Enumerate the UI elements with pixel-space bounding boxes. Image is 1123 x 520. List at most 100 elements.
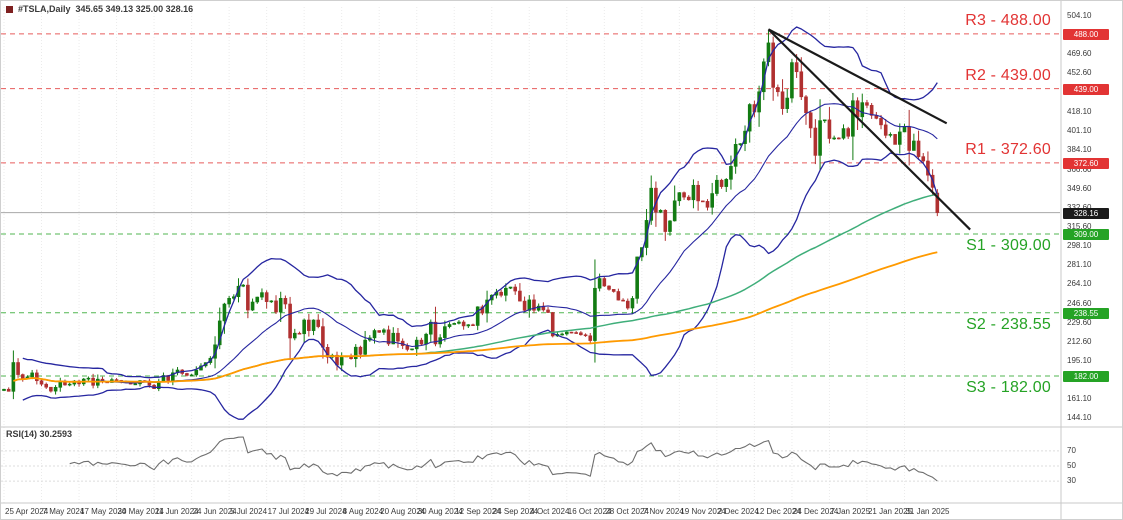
price-axis-tick: 195.10 xyxy=(1067,356,1092,366)
candle-body xyxy=(30,372,34,378)
candle-body xyxy=(579,332,583,336)
rsi-indicator-label: RSI(14) 30.2593 xyxy=(6,429,73,439)
candle-body xyxy=(597,278,602,289)
price-axis-tick: 264.10 xyxy=(1067,279,1092,289)
chart-header: #TSLA,Daily 345.65 349.13 325.00 328.16 xyxy=(6,4,193,14)
candle-body xyxy=(171,372,175,381)
candle-body xyxy=(658,210,663,213)
candle-body xyxy=(39,380,44,385)
date-axis-tick: 30 Aug 2024 xyxy=(417,507,463,516)
date-axis-tick: 19 Nov 2024 xyxy=(680,507,726,516)
trendline-2 xyxy=(767,28,971,231)
candle-body xyxy=(832,137,836,140)
candle-body xyxy=(86,377,91,380)
candle-body xyxy=(607,285,611,290)
candle-body xyxy=(518,290,522,302)
candle-body xyxy=(302,319,306,335)
candle-body xyxy=(672,200,677,222)
price-tag-r3: 488.00 xyxy=(1063,28,1109,40)
candle-body xyxy=(246,284,250,311)
candle-body xyxy=(888,134,893,136)
date-axis-tick: 24 Dec 2024 xyxy=(792,507,839,516)
candle-body xyxy=(288,303,292,339)
date-axis-tick: 2 Dec 2024 xyxy=(717,507,759,516)
bollinger-middle-band xyxy=(22,103,938,384)
bollinger-upper-band xyxy=(22,26,938,379)
candle-body xyxy=(705,201,710,208)
date-axis-tick: 7 Nov 2024 xyxy=(642,507,684,516)
price-axis-tick: 298.10 xyxy=(1067,241,1092,251)
date-axis-tick: 7 Jan 2025 xyxy=(830,507,871,516)
candle-body xyxy=(67,383,72,386)
candle-body xyxy=(860,102,865,118)
candle-body xyxy=(813,127,818,156)
level-label-r2: R2 - 439.00 xyxy=(965,66,1051,84)
candle-body xyxy=(822,119,827,122)
current-price-tag: 328.16 xyxy=(1063,207,1109,219)
candle-body xyxy=(485,299,489,314)
ma-slow-line xyxy=(13,251,938,383)
price-axis-tick: 332.60 xyxy=(1067,203,1091,212)
candle-body xyxy=(846,128,851,137)
candle-body xyxy=(682,192,686,198)
candle-body xyxy=(475,306,480,326)
date-axis-tick: 24 Sep 2024 xyxy=(492,507,539,516)
candle-body xyxy=(53,387,58,392)
price-axis-tick: 144.10 xyxy=(1067,413,1092,423)
candle-body xyxy=(363,339,367,355)
candle-body xyxy=(410,348,414,351)
symbol-timeframe-label: #TSLA,Daily xyxy=(18,4,71,14)
date-axis-tick: 20 Aug 2024 xyxy=(380,507,426,516)
candle-body xyxy=(536,305,541,311)
date-axis-tick: 29 Jul 2024 xyxy=(305,507,347,516)
candle-body xyxy=(897,131,902,145)
candle-body xyxy=(790,62,794,99)
date-axis-tick: 25 Apr 2024 xyxy=(5,507,49,516)
candle-body xyxy=(11,362,16,392)
candle-body xyxy=(358,346,363,355)
candle-body xyxy=(391,332,396,345)
price-axis-tick: 401.10 xyxy=(1067,126,1092,136)
candle-body xyxy=(729,166,733,180)
candle-body xyxy=(865,102,869,106)
candle-body xyxy=(522,300,527,311)
candle-body xyxy=(902,126,907,133)
bollinger-lower-band xyxy=(22,152,938,420)
candle-body xyxy=(297,332,302,335)
candle-body xyxy=(686,196,691,201)
candle-body xyxy=(921,156,926,162)
candle-body xyxy=(316,319,321,327)
candle-body xyxy=(780,91,785,109)
price-axis-tick: 315.60 xyxy=(1067,221,1092,231)
candle-body xyxy=(217,320,222,346)
candle-body xyxy=(574,332,578,334)
candle-body xyxy=(133,383,138,386)
candle-body xyxy=(912,140,916,151)
candle-body xyxy=(602,278,607,287)
candle-body xyxy=(808,112,813,129)
candle-body xyxy=(419,339,424,345)
candle-body xyxy=(513,286,518,292)
candle-body xyxy=(44,383,49,388)
rsi-line xyxy=(69,436,938,482)
candle-body xyxy=(550,312,555,337)
candle-body xyxy=(339,355,344,366)
candle-body xyxy=(841,128,846,139)
ohlc-values: 345.65 349.13 325.00 328.16 xyxy=(75,4,194,14)
price-axis-tick: 384.10 xyxy=(1067,145,1092,155)
candle-body xyxy=(386,329,391,345)
candle-body xyxy=(771,42,775,88)
candle-body xyxy=(527,299,532,311)
candle-body xyxy=(710,193,714,208)
candle-body xyxy=(452,323,457,325)
candle-body xyxy=(649,187,654,221)
candle-body xyxy=(20,374,25,379)
price-axis-tick: 281.10 xyxy=(1067,260,1092,270)
candle-body xyxy=(611,289,616,292)
price-axis-tick: 504.10 xyxy=(1067,10,1092,20)
candle-body xyxy=(227,298,231,305)
candle-body xyxy=(879,118,883,126)
level-label-s2: S2 - 238.55 xyxy=(966,315,1051,333)
